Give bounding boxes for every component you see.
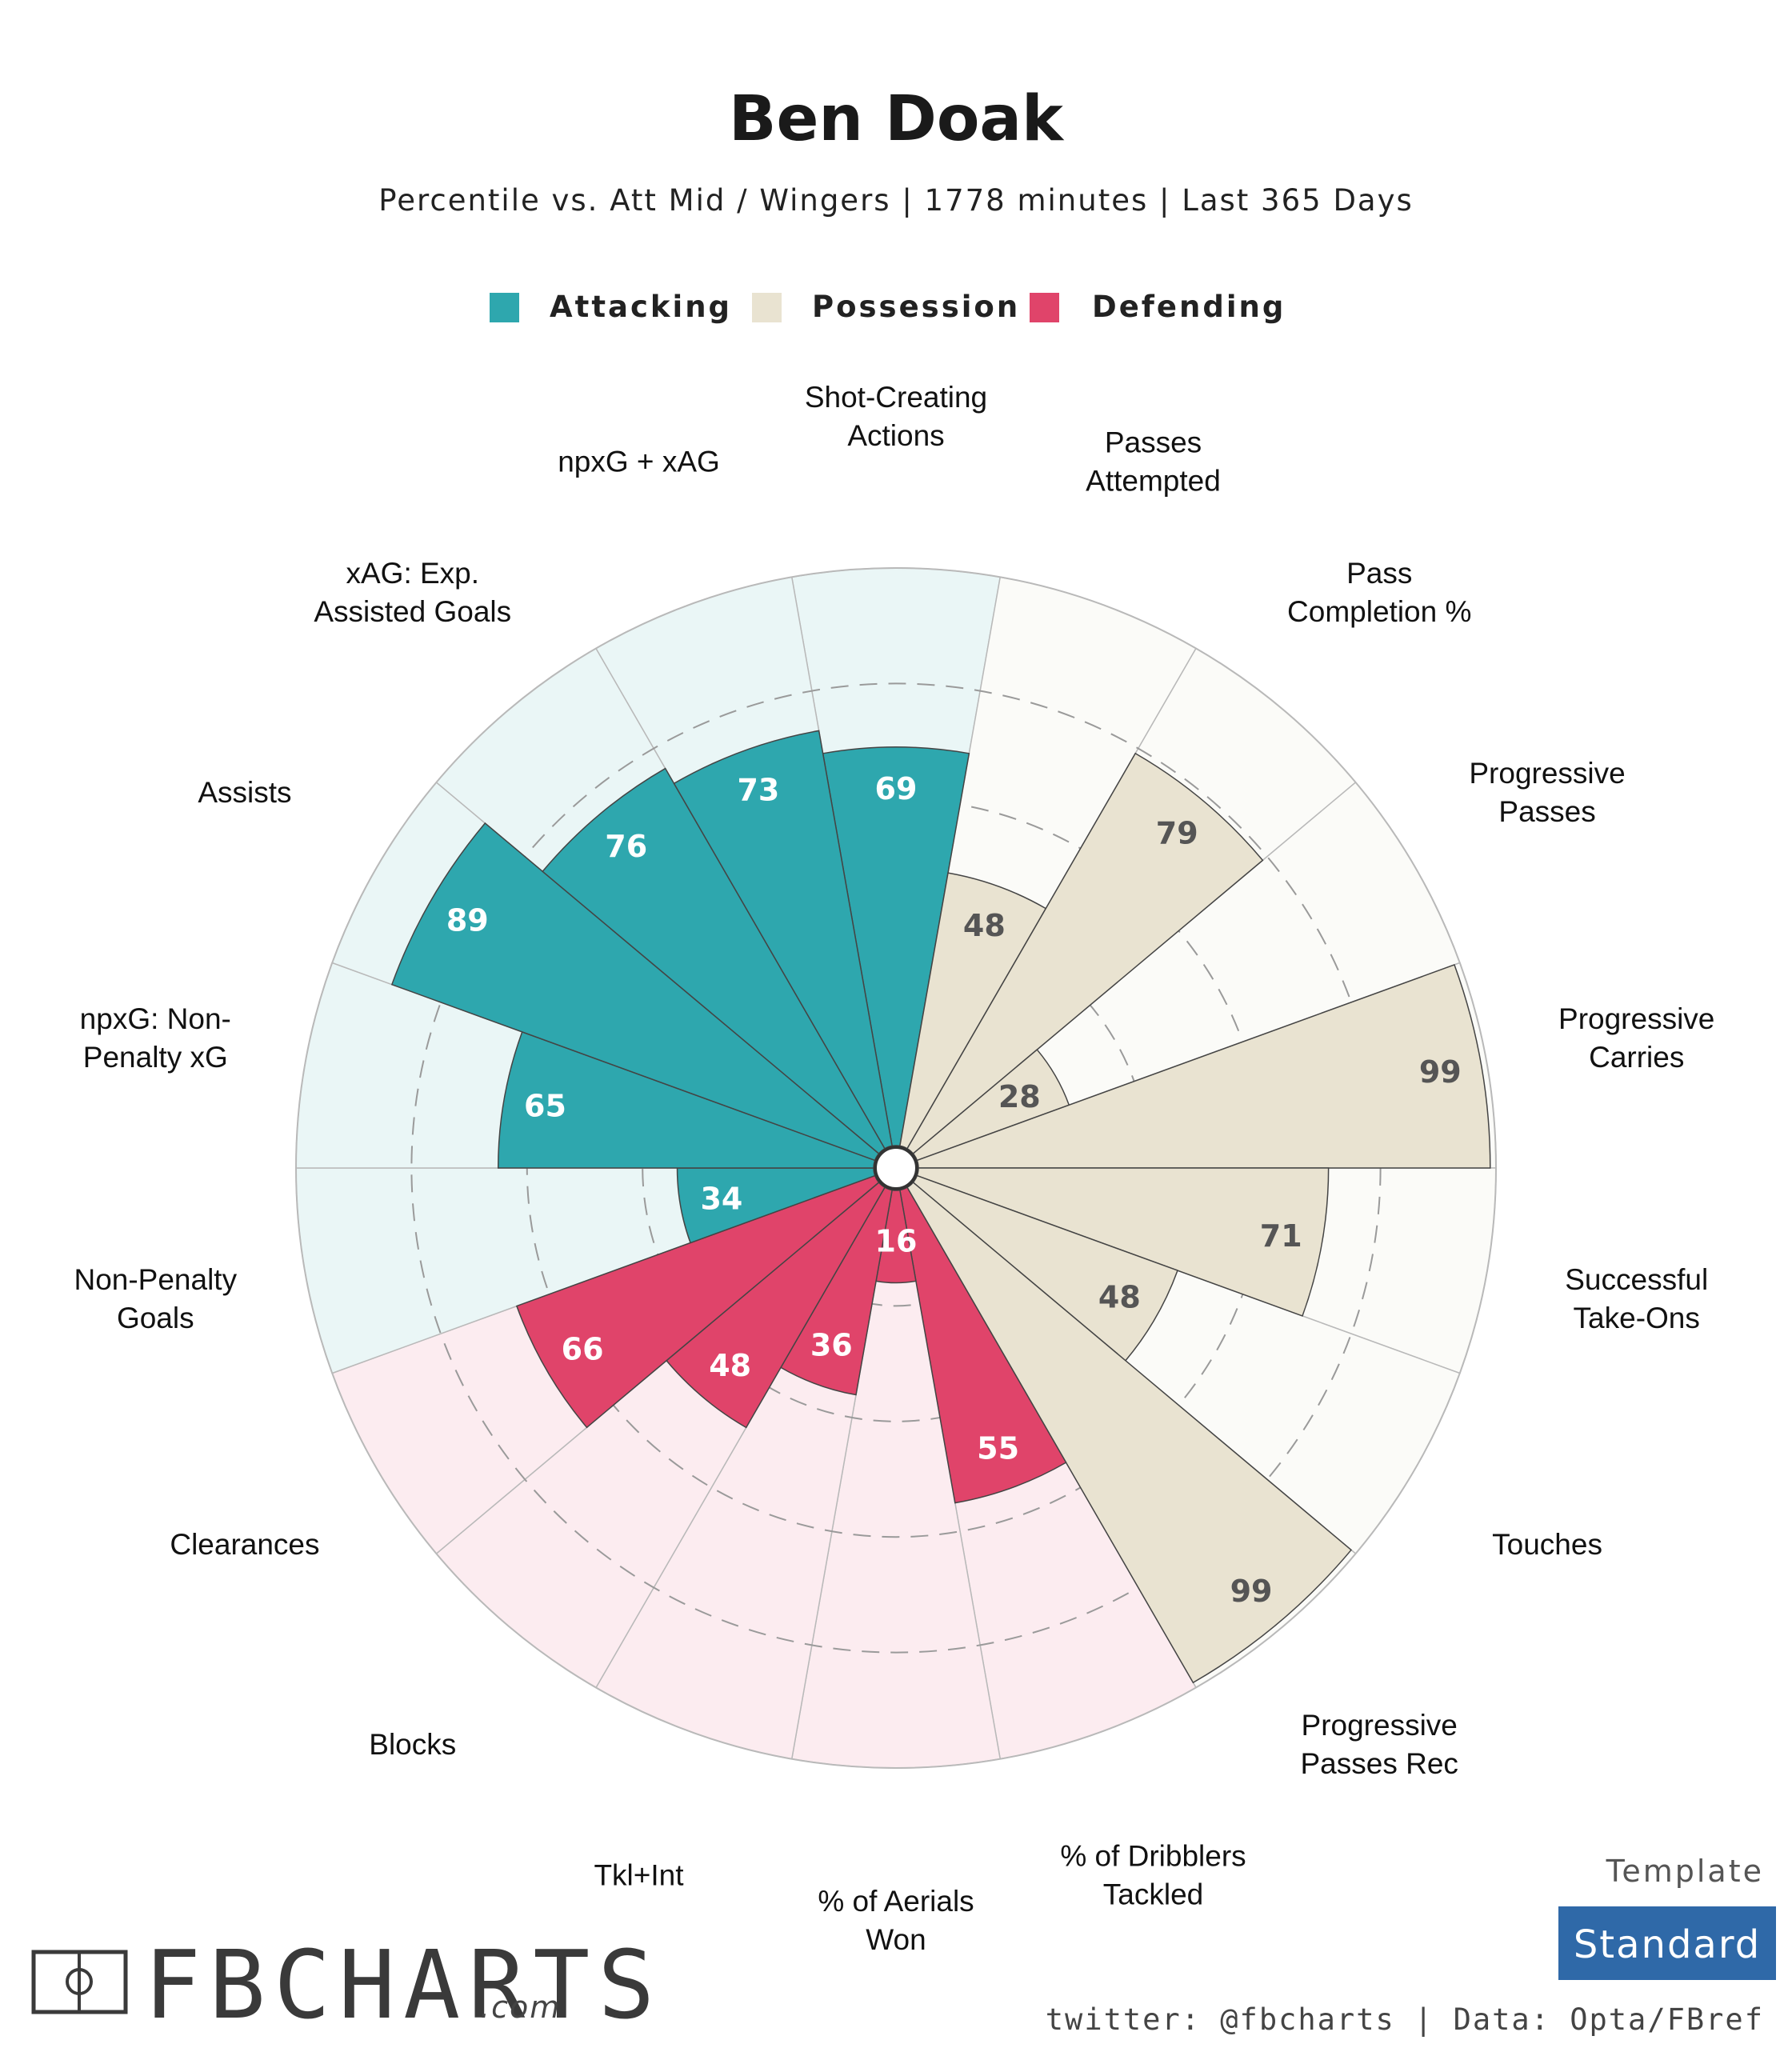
legend-swatch-possession [752, 293, 782, 322]
footer: FBCHARTS .com Template Standard twitter:… [31, 1854, 1776, 2040]
template-value: Standard [1574, 1922, 1761, 1967]
category-label-npxg-xag: npxG + xAG [558, 446, 720, 478]
value-label-npxg-non-penalty-xg: 65 [524, 1089, 566, 1124]
legend-label-defending: Defending [1092, 290, 1286, 324]
category-label-tkl-int: Tkl+Int [594, 1858, 684, 1891]
template-label: Template [1606, 1854, 1764, 1889]
value-label-pass-completion: 79 [1156, 815, 1198, 850]
category-label-blocks: Blocks [369, 1728, 456, 1761]
value-label-xag-exp-assisted-goals: 76 [605, 829, 647, 864]
legend-label-possession: Possession [812, 290, 1020, 324]
template-badge [1558, 1906, 1776, 1980]
value-label-clearances: 66 [562, 1331, 604, 1366]
category-label-non-penalty-goals: Non-Penalty Goals [74, 1263, 237, 1334]
value-label-progressive-passes-rec: 99 [1230, 1574, 1273, 1609]
value-label-progressive-passes: 28 [998, 1079, 1041, 1114]
category-label-touches: Touches [1492, 1528, 1602, 1561]
value-label-successful-take-ons: 71 [1260, 1218, 1302, 1254]
value-label-non-penalty-goals: 34 [700, 1181, 742, 1216]
category-label-clearances: Clearances [170, 1528, 319, 1561]
value-label-tkl-int: 36 [810, 1328, 853, 1363]
legend: Attacking Possession Defending [490, 290, 1286, 324]
category-label-pass-completion: Pass Completion % [1287, 557, 1471, 628]
category-label-xag-exp-assisted-goals: xAG: Exp. Assisted Goals [314, 557, 511, 628]
value-label-blocks: 48 [709, 1348, 751, 1383]
value-label-shot-creating-actions: 69 [875, 771, 918, 806]
category-label-progressive-passes-rec: Progressive Passes Rec [1301, 1709, 1458, 1780]
fbcharts-logo: FBCHARTS .com [31, 1930, 662, 2040]
category-label-assists: Assists [198, 776, 291, 809]
legend-label-attacking: Attacking [550, 290, 732, 324]
chart-subtitle: Percentile vs. Att Mid / Wingers | 1778 … [378, 183, 1414, 218]
value-label-progressive-carries: 99 [1419, 1054, 1462, 1090]
value-label-of-dribblers-tackled: 55 [977, 1431, 1019, 1466]
outer-ring [295, 567, 1497, 1769]
logo-suffix: .com [480, 1990, 561, 2025]
bars [390, 730, 1491, 1684]
value-label-npxg-xag: 73 [737, 772, 779, 807]
category-label-progressive-passes: Progressive Passes [1469, 757, 1625, 828]
value-label-of-aerials-won: 16 [875, 1224, 918, 1259]
value-labels: 69 48 79 28 99 71 48 99 55 16 36 48 66 34 65 89 76 73 [446, 771, 1462, 1609]
category-label-successful-take-ons: Successful Take-Ons [1565, 1263, 1708, 1334]
category-label-passes-attempted: Passes Attempted [1086, 426, 1221, 498]
legend-swatch-attacking [490, 293, 519, 322]
legend-swatch-defending [1030, 293, 1059, 322]
category-label-of-dribblers-tackled: % of Dribblers Tackled [1060, 1839, 1246, 1910]
data-credit: twitter: @fbcharts | Data: Opta/FBref [1046, 2002, 1764, 2037]
value-label-touches: 48 [1098, 1279, 1141, 1314]
chart-title: Ben Doak [729, 83, 1065, 155]
category-label-npxg-non-penalty-xg: npxG: Non-Penalty xG [80, 1002, 231, 1074]
category-label-of-aerials-won: % of Aerials Won [818, 1885, 974, 1956]
category-label-progressive-carries: Progressive Carries [1558, 1002, 1714, 1074]
logo-text: FBCHARTS [144, 1930, 662, 2040]
category-label-shot-creating-actions: Shot-Creating Actions [805, 381, 987, 452]
value-label-passes-attempted: 48 [963, 908, 1006, 943]
center-hub [874, 1146, 918, 1190]
value-label-assists: 89 [446, 903, 489, 938]
category-labels: Shot-Creating Actions Passes Attempted Pass C… [74, 381, 1714, 1956]
